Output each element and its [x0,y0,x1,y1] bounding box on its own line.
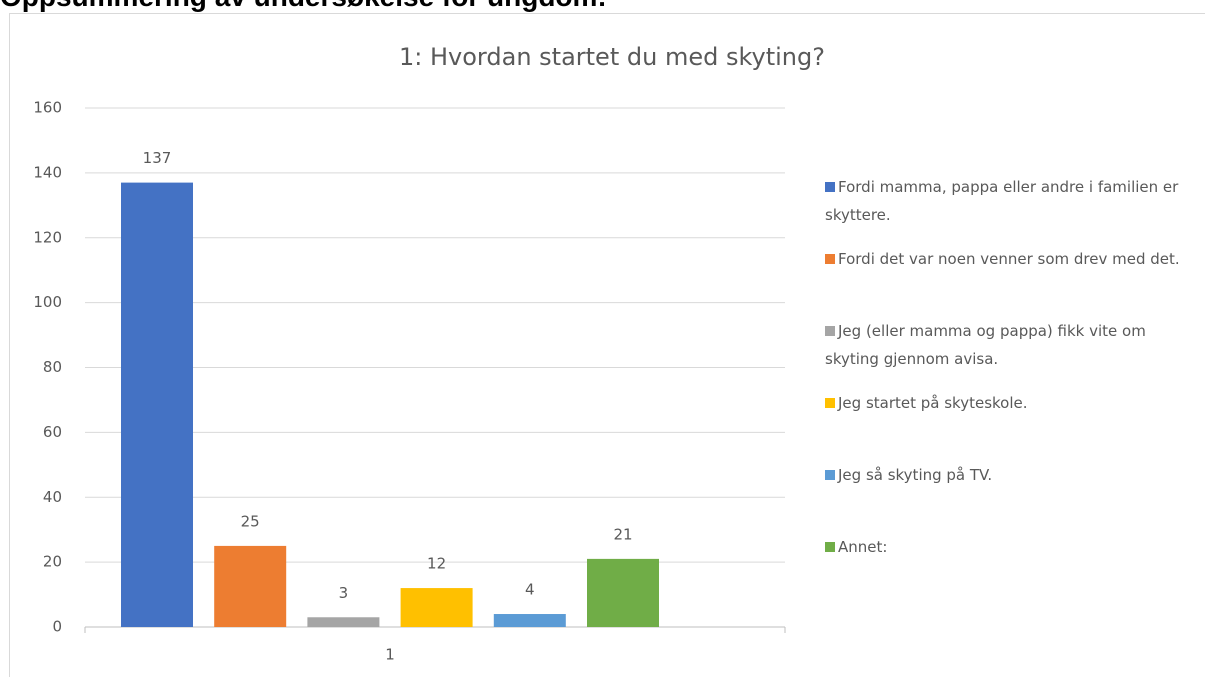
y-tick-label: 20 [43,553,62,571]
bar [493,614,566,627]
legend-entry: Jeg startet på skyteskole. [825,389,1195,417]
data-label: 4 [525,581,535,599]
x-tick-label: 1 [385,646,395,664]
legend-entry: Fordi mamma, pappa eller andre i familie… [825,173,1195,229]
bar [214,545,287,627]
y-tick-label: 60 [43,423,62,441]
y-tick-label: 120 [33,228,62,246]
legend-swatch [825,254,835,264]
data-label: 137 [143,149,172,167]
y-tick-label: 40 [43,488,62,506]
data-label: 12 [427,555,446,573]
legend-entry: Jeg (eller mamma og pappa) fikk vite om … [825,317,1195,373]
legend-label: Fordi mamma, pappa eller andre i familie… [825,178,1179,224]
y-tick-label: 80 [43,358,62,376]
legend-swatch [825,542,835,552]
legend-label: Annet: [838,538,888,556]
chart-title: 1: Hvordan startet du med skyting? [399,43,825,71]
legend-label: Jeg (eller mamma og pappa) fikk vite om … [825,322,1146,368]
legend-label: Jeg så skyting på TV. [838,466,993,484]
y-tick-label: 140 [33,163,62,181]
legend-label: Jeg startet på skyteskole. [838,394,1028,412]
legend-entry: Fordi det var noen venner som drev med d… [825,245,1195,273]
bar [121,182,193,627]
legend-entry: Annet: [825,533,1195,561]
y-tick-label: 160 [33,99,62,117]
legend-entry: Jeg så skyting på TV. [825,461,1195,489]
bar [307,617,380,627]
bar [587,558,659,627]
data-label: 25 [241,512,260,530]
y-tick-label: 100 [33,293,62,311]
data-label: 21 [613,525,632,543]
legend-swatch [825,326,835,336]
data-label: 3 [339,584,349,602]
legend-label: Fordi det var noen venner som drev med d… [838,250,1180,268]
y-tick-label: 0 [52,618,62,636]
page-title: Oppsummering av undersøkelse for ungdom: [0,0,607,12]
legend-swatch [825,182,835,192]
legend-swatch [825,398,835,408]
bar [400,588,473,627]
legend-swatch [825,470,835,480]
